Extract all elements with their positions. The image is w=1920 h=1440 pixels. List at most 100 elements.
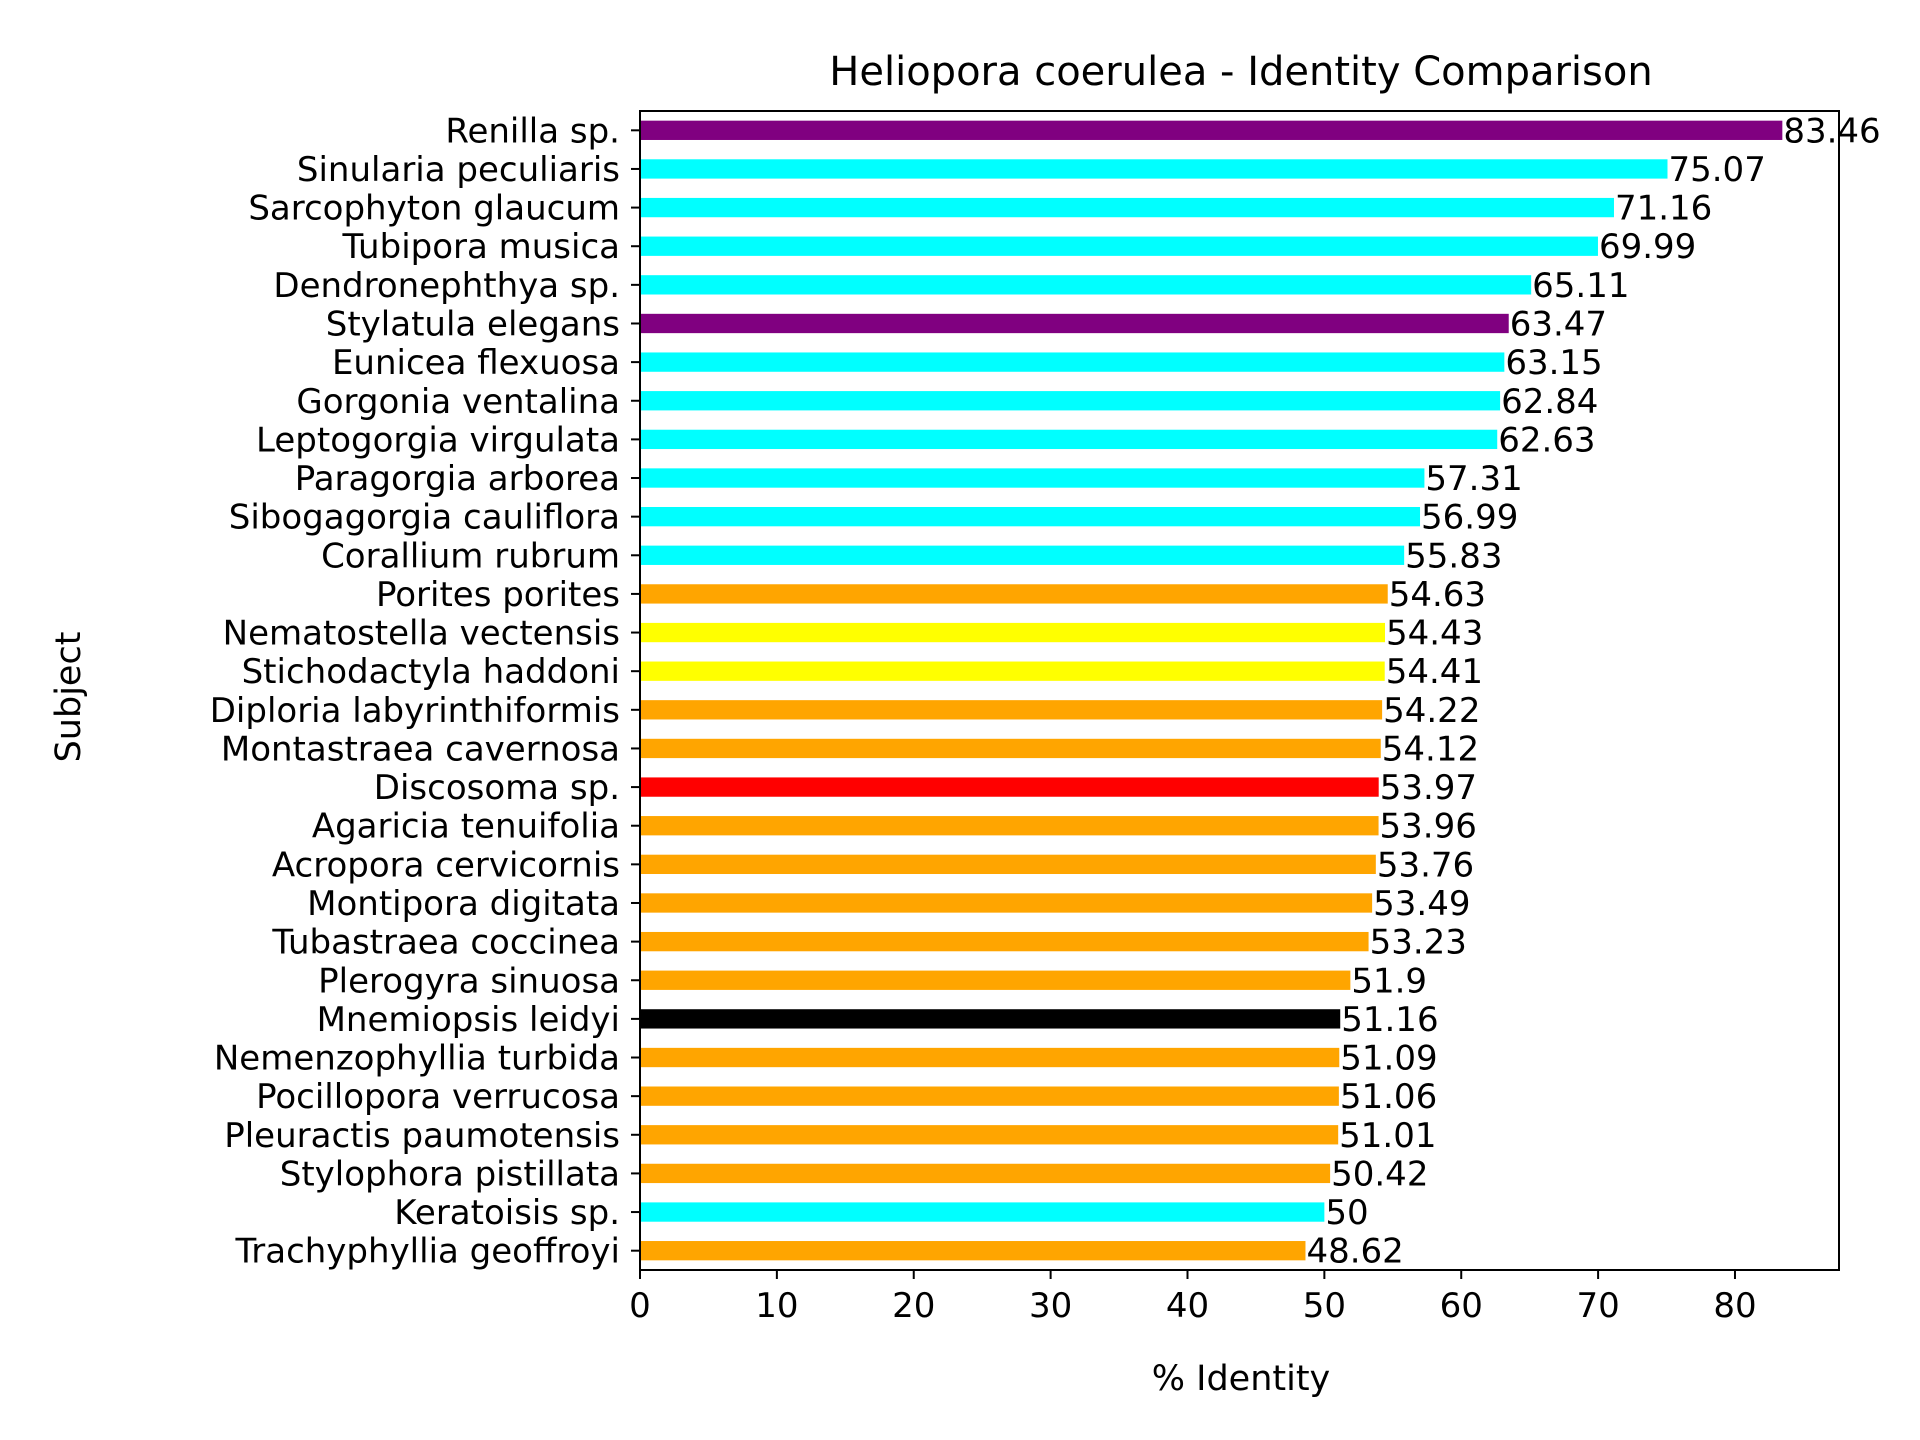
bar bbox=[640, 391, 1501, 411]
bar bbox=[640, 970, 1351, 990]
data-label: 50 bbox=[1325, 1193, 1368, 1233]
data-label: 50.42 bbox=[1331, 1154, 1428, 1194]
x-tick-label: 80 bbox=[1713, 1286, 1756, 1326]
data-label: 63.47 bbox=[1510, 304, 1607, 344]
bar bbox=[640, 738, 1381, 759]
x-axis-title: % Identity bbox=[1152, 1359, 1331, 1399]
y-tick-label: Keratoisis sp. bbox=[394, 1193, 620, 1233]
bar bbox=[640, 506, 1421, 527]
bar bbox=[640, 236, 1598, 256]
bar bbox=[640, 1202, 1325, 1222]
y-tick-label: Tubipora musica bbox=[341, 227, 620, 267]
y-tick-label: Sinularia peculiaris bbox=[297, 150, 620, 190]
y-tick-label: Sibogagorgia cauliflora bbox=[229, 498, 620, 538]
y-tick-label: Diploria labyrinthiformis bbox=[210, 691, 620, 731]
y-tick-label: Renilla sp. bbox=[445, 111, 620, 151]
data-label: 54.43 bbox=[1386, 614, 1483, 654]
bar bbox=[640, 1086, 1339, 1106]
y-tick-label: Gorgonia ventalina bbox=[296, 382, 620, 422]
bar bbox=[640, 545, 1405, 565]
y-tick-label: Corallium rubrum bbox=[321, 536, 620, 576]
plot-frame bbox=[639, 110, 1840, 1271]
bar bbox=[640, 622, 1385, 643]
y-tick-label: Montastraea cavernosa bbox=[221, 729, 620, 769]
x-tick-label: 50 bbox=[1303, 1286, 1346, 1326]
data-label: 71.16 bbox=[1615, 189, 1712, 229]
y-tick-label: Dendronephthya sp. bbox=[273, 266, 620, 306]
bar bbox=[640, 275, 1532, 295]
data-label: 54.63 bbox=[1389, 575, 1486, 615]
x-tick-label: 0 bbox=[629, 1286, 651, 1326]
bar bbox=[640, 816, 1379, 836]
y-tick-label: Stylophora pistillata bbox=[280, 1154, 620, 1194]
bar bbox=[640, 1125, 1339, 1145]
data-label: 53.96 bbox=[1380, 807, 1477, 847]
y-tick-label: Paragorgia arborea bbox=[295, 459, 620, 499]
data-label: 62.63 bbox=[1498, 420, 1595, 460]
y-tick-label: Nemenzophyllia turbida bbox=[214, 1039, 620, 1079]
data-label: 53.97 bbox=[1380, 768, 1477, 808]
data-label: 51.16 bbox=[1341, 1000, 1438, 1040]
bar bbox=[640, 1009, 1341, 1029]
x-axis: 0 10 20 30 40 50 60 70 80 bbox=[629, 1270, 1757, 1326]
data-label: 51.01 bbox=[1339, 1116, 1436, 1156]
bar bbox=[640, 429, 1498, 450]
y-tick-label: Mnemiopsis leidyi bbox=[317, 1000, 620, 1040]
data-label: 54.41 bbox=[1386, 652, 1483, 692]
bar bbox=[640, 661, 1385, 681]
bar bbox=[640, 931, 1369, 952]
y-tick-label: Plerogyra sinuosa bbox=[318, 961, 620, 1001]
plot-area: 83.46 75.0771.1669.9965.1163.4763.1562.84… bbox=[640, 111, 1881, 1272]
y-axis-title: Subject bbox=[49, 632, 89, 763]
bar bbox=[640, 120, 1783, 140]
data-label: 53.49 bbox=[1373, 884, 1470, 924]
y-tick-label: Stylatula elegans bbox=[326, 304, 620, 344]
bar bbox=[640, 1047, 1340, 1068]
x-tick-label: 60 bbox=[1440, 1286, 1483, 1326]
y-tick-label: Stichodactyla haddoni bbox=[242, 652, 620, 692]
bar bbox=[640, 313, 1509, 334]
y-tick-label: Tubastraea coccinea bbox=[271, 923, 620, 963]
data-label: 51.09 bbox=[1340, 1039, 1437, 1079]
y-tick-label: Porites porites bbox=[376, 575, 620, 615]
bar bbox=[640, 197, 1614, 218]
bar bbox=[640, 584, 1388, 604]
x-tick-label: 30 bbox=[1029, 1286, 1072, 1326]
data-label: 83.46 bbox=[1783, 111, 1880, 151]
data-label: 65.11 bbox=[1532, 266, 1629, 306]
bar bbox=[640, 854, 1376, 875]
y-tick-label: Pocillopora verrucosa bbox=[256, 1077, 620, 1117]
bar bbox=[640, 159, 1668, 179]
data-label: 57.31 bbox=[1425, 459, 1522, 499]
bar bbox=[640, 893, 1373, 913]
x-tick-label: 10 bbox=[755, 1286, 798, 1326]
data-label: 55.83 bbox=[1405, 536, 1502, 576]
y-tick-label: Eunicea flexuosa bbox=[332, 343, 620, 383]
data-label: 62.84 bbox=[1501, 382, 1598, 422]
x-tick-label: 70 bbox=[1576, 1286, 1619, 1326]
bar bbox=[640, 1163, 1331, 1184]
y-tick-label: Nematostella vectensis bbox=[223, 614, 620, 654]
bar bbox=[640, 1241, 1306, 1261]
bar bbox=[640, 777, 1379, 797]
y-tick-label: Agaricia tenuifolia bbox=[312, 807, 620, 847]
y-axis: Renilla sp.Sinularia peculiarisSarcophyt… bbox=[210, 111, 640, 1272]
x-tick-label: 40 bbox=[1166, 1286, 1209, 1326]
bar bbox=[640, 700, 1383, 720]
data-label: 54.12 bbox=[1382, 729, 1479, 769]
y-tick-label: Trachyphyllia geoffroyi bbox=[234, 1232, 620, 1272]
data-label: 53.23 bbox=[1370, 923, 1467, 963]
y-tick-label: Discosoma sp. bbox=[374, 768, 620, 808]
data-label: 51.9 bbox=[1351, 961, 1427, 1001]
y-tick-label: Leptogorgia virgulata bbox=[256, 420, 620, 460]
data-label: 63.15 bbox=[1505, 343, 1602, 383]
data-label: 51.06 bbox=[1340, 1077, 1437, 1117]
y-tick-label: Montipora digitata bbox=[307, 884, 620, 924]
data-label: 53.76 bbox=[1377, 845, 1474, 885]
y-tick-label: Pleuractis paumotensis bbox=[224, 1116, 620, 1156]
data-label: 69.99 bbox=[1599, 227, 1696, 267]
chart-title: Heliopora coerulea - Identity Comparison bbox=[829, 49, 1652, 95]
bar bbox=[640, 352, 1505, 372]
data-label: 56.99 bbox=[1421, 498, 1518, 538]
